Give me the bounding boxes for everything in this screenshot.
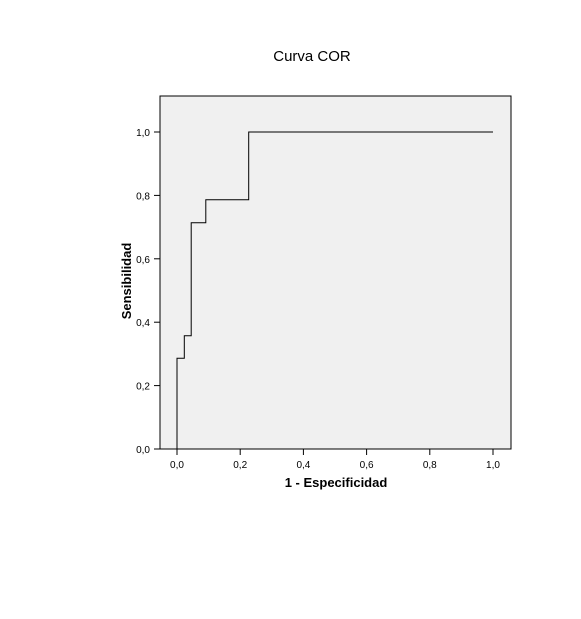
x-tick-label: 1,0 [486,460,500,471]
x-axis-label: 1 - Especificidad [285,475,388,490]
chart-title: Curva COR [273,48,351,65]
y-tick-label: 0,0 [136,445,150,456]
roc-curve-line [176,131,493,449]
y-tick-label: 0,2 [136,382,150,393]
x-tick-label: 0,4 [296,460,310,471]
plot-area [159,95,512,450]
y-axis-label: Sensibilidad [119,243,134,320]
x-tick-label: 0,8 [423,460,437,471]
x-tick-label: 0,2 [233,460,247,471]
x-tick-label: 0,0 [170,460,184,471]
x-axis-ticks: 0,0 0,2 0,4 0,6 0,8 1,0 [170,449,500,471]
y-tick-label: 0,8 [136,191,150,202]
y-axis-ticks: 0,0 0,2 0,4 0,6 0,8 1,0 [136,128,160,456]
y-tick-label: 0,6 [136,255,150,266]
y-tick-label: 0,4 [136,318,150,329]
x-tick-label: 0,6 [360,460,374,471]
y-tick-label: 1,0 [136,128,150,139]
